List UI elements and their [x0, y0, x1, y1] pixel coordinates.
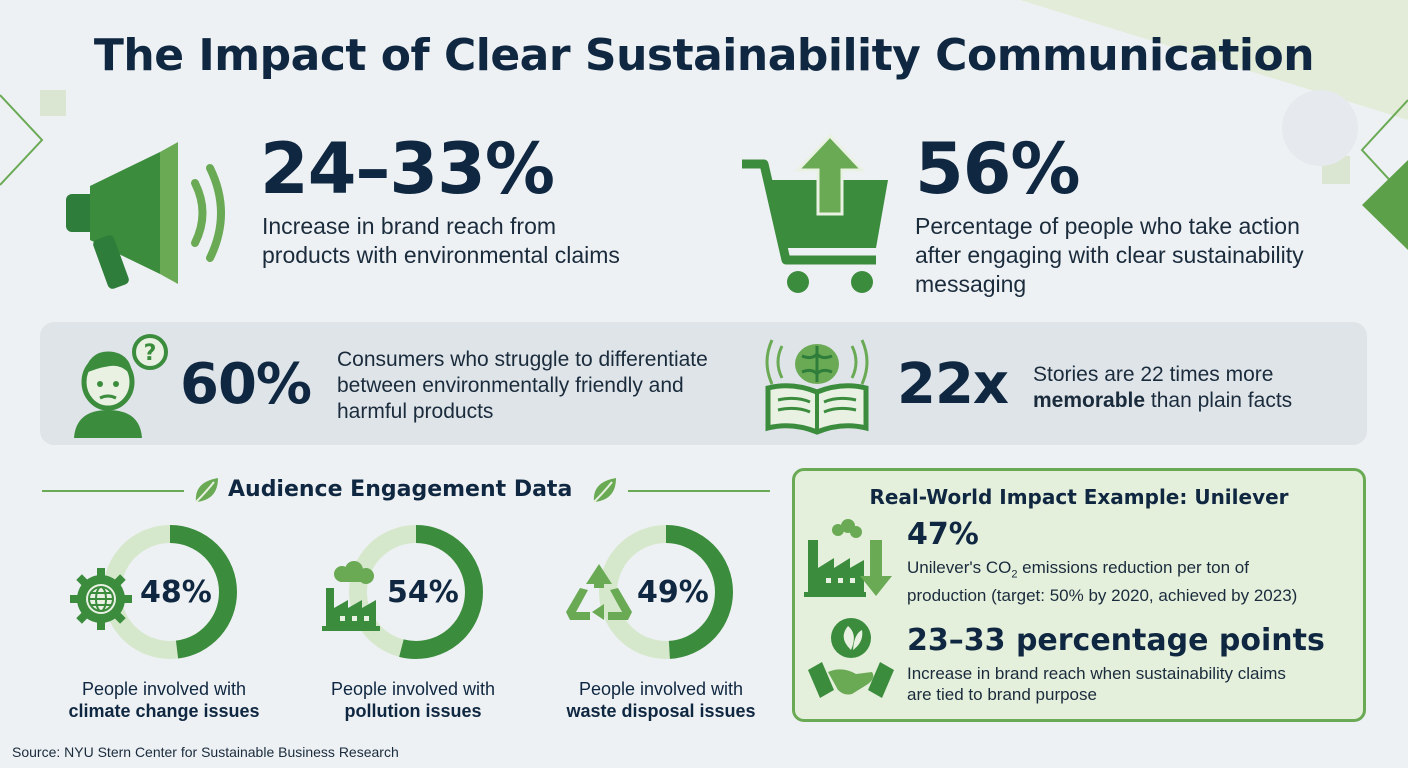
memorable-description-bold: memorable	[1033, 389, 1146, 412]
pollution-donut	[349, 525, 483, 659]
climate-percent: 48%	[140, 575, 212, 610]
megaphone-icon	[66, 142, 225, 289]
pollution-label-line2: pollution issues	[344, 701, 482, 721]
leaf-icon	[195, 478, 218, 503]
source-credit: Source: NYU Stern Center for Sustainable…	[12, 744, 399, 760]
confused-person-icon: ?	[74, 334, 168, 438]
co2-desc-pre: Unilever's CO	[907, 558, 1012, 577]
audience-heading: Audience Engagement Data	[228, 477, 573, 502]
climate-label-line1: People involved with	[81, 679, 247, 699]
waste-donut-arc	[599, 525, 733, 659]
co2-reduction-description: Unilever's CO2 emissions reduction per t…	[907, 557, 1357, 606]
struggle-stat: 60%	[180, 352, 312, 417]
waste-percent: 49%	[637, 575, 709, 610]
pollution-donut-arc	[349, 525, 483, 659]
memorable-description: Stories are 22 times more memorable than…	[1033, 362, 1353, 414]
waste-label-line1: People involved with	[578, 679, 744, 699]
memorable-description-pre: Stories are 22 times more	[1033, 363, 1274, 386]
struggle-description: Consumers who struggle to differentiate …	[337, 348, 708, 423]
memorable-description-post: than plain facts	[1150, 389, 1293, 412]
take-action-stat: 56%	[915, 128, 1081, 210]
handshake-leaf-icon	[808, 618, 894, 698]
waste-label-line2: waste disposal issues	[566, 701, 756, 721]
section-rule-left	[42, 490, 184, 492]
brand-reach-stat: 24–33%	[260, 128, 555, 210]
brand-reach-description: Increase in brand reach from products wi…	[262, 213, 620, 268]
recycle-icon	[566, 564, 632, 620]
climate-label: People involved with climate change issu…	[54, 678, 274, 722]
pollution-percent: 54%	[387, 575, 459, 610]
waste-donut	[599, 525, 733, 659]
co2-desc-line2: production (target: 50% by 2020, achieve…	[907, 586, 1298, 606]
book-brain-icon	[765, 339, 869, 435]
waste-label: People involved with waste disposal issu…	[551, 678, 771, 722]
brand-purpose-stat: 23–33 percentage points	[907, 623, 1325, 658]
section-rule-right	[628, 490, 770, 492]
page-title: The Impact of Clear Sustainability Commu…	[93, 30, 1315, 81]
co2-desc-sub: 2	[1011, 568, 1018, 581]
key-stats-band	[40, 322, 1367, 445]
globe-gear-icon	[70, 568, 132, 630]
co2-reduction-stat: 47%	[907, 517, 979, 552]
factory-down-arrow-icon	[804, 519, 892, 597]
brand-purpose-line1: Increase in brand reach when sustainabil…	[907, 664, 1286, 683]
pollution-label: People involved with pollution issues	[303, 678, 523, 722]
brand-purpose-line2: are tied to brand purpose	[907, 685, 1097, 704]
svg-text:?: ?	[144, 341, 157, 366]
pollution-label-line1: People involved with	[330, 679, 496, 699]
climate-donut-arc	[103, 525, 237, 659]
shopping-cart-icon	[742, 133, 888, 293]
unilever-heading: Real-World Impact Example: Unilever	[869, 485, 1289, 509]
brand-purpose-description: Increase in brand reach when sustainabil…	[907, 663, 1357, 705]
climate-label-line2: climate change issues	[68, 701, 260, 721]
leaf-icon	[593, 478, 616, 503]
take-action-description: Percentage of people who take action aft…	[915, 213, 1304, 297]
memorable-stat: 22x	[897, 352, 1009, 417]
factory-smoke-icon	[322, 561, 380, 631]
co2-desc-post: emissions reduction per ton of	[1017, 558, 1249, 577]
